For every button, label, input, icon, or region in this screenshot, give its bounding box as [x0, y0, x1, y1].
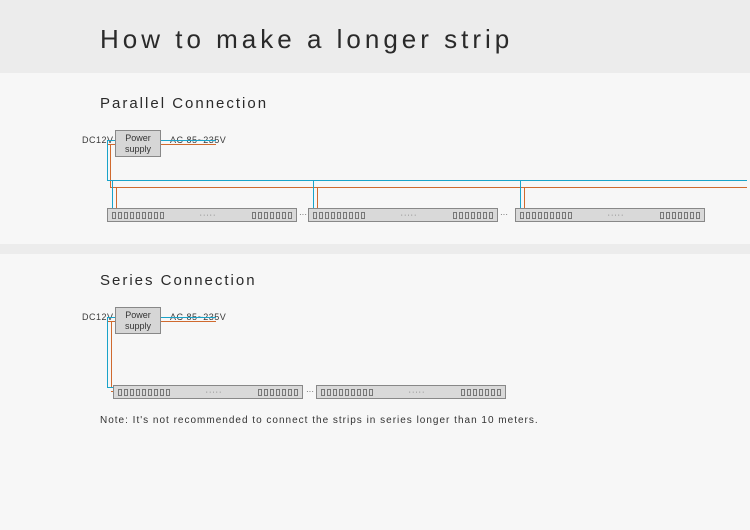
feed-pos-v: [107, 317, 108, 387]
gap-dots: ···: [299, 210, 307, 219]
ac-wire-pos: [161, 140, 216, 141]
series-diagram: DC12V AC 85~235V Power supply ····· ··· …: [100, 307, 750, 407]
dc-stub-neg: [107, 144, 115, 145]
drop3-neg: [524, 187, 525, 210]
drop1-pos: [112, 180, 113, 210]
led-strip: ·····: [316, 385, 506, 399]
dc-stub-pos: [107, 317, 115, 318]
bus-pos-v: [107, 140, 108, 180]
drop3-pos: [520, 180, 521, 210]
dc-stub-pos: [107, 140, 115, 141]
page-title: How to make a longer strip: [100, 24, 750, 55]
ac-wire-neg: [161, 321, 216, 322]
gap-dots: ···: [500, 210, 508, 219]
parallel-heading: Parallel Connection: [100, 95, 750, 112]
drop2-pos: [313, 180, 314, 210]
ac-wire-pos: [161, 317, 216, 318]
parallel-section: Parallel Connection DC12V AC 85~235V Pow…: [0, 73, 750, 254]
series-heading: Series Connection: [100, 272, 750, 289]
gap-dots: ···: [306, 387, 314, 396]
footnote: Note: It's not recommended to connect th…: [0, 407, 750, 426]
title-bar: How to make a longer strip: [0, 0, 750, 73]
feed-neg-v: [111, 321, 112, 387]
drop1-neg: [116, 187, 117, 210]
power-supply-box: Power supply: [115, 307, 161, 334]
led-strip: ·····: [113, 385, 303, 399]
drop2-neg: [317, 187, 318, 210]
bus-pos-h: [107, 180, 747, 181]
section-divider: [0, 244, 750, 254]
led-strip: ·····: [515, 208, 705, 222]
parallel-diagram: DC12V AC 85~235V Power supply ····· ··: [100, 130, 750, 240]
series-section: Series Connection DC12V AC 85~235V Power…: [0, 254, 750, 407]
ac-wire-neg: [161, 144, 216, 145]
bus-neg-h: [110, 187, 747, 188]
led-strip: ·····: [308, 208, 498, 222]
power-supply-box: Power supply: [115, 130, 161, 157]
led-strip: ·····: [107, 208, 297, 222]
